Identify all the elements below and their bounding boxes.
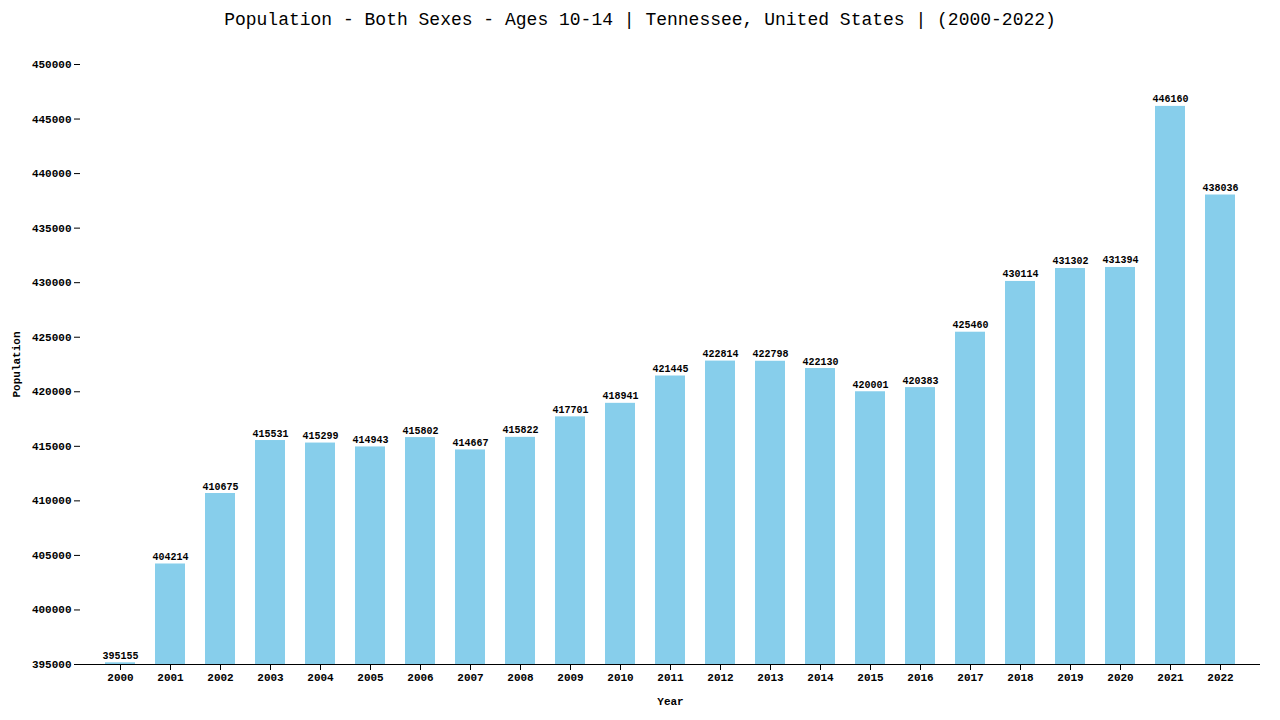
svg-text:414943: 414943 <box>352 435 388 446</box>
svg-text:Population: Population <box>11 331 23 397</box>
svg-text:2020: 2020 <box>1107 672 1133 684</box>
svg-text:418941: 418941 <box>602 391 638 402</box>
svg-text:2012: 2012 <box>707 672 733 684</box>
svg-text:Year: Year <box>657 696 683 708</box>
svg-text:2000: 2000 <box>107 672 133 684</box>
svg-text:435000: 435000 <box>32 223 72 235</box>
svg-text:431302: 431302 <box>1052 256 1088 267</box>
svg-text:2011: 2011 <box>657 672 684 684</box>
svg-text:420383: 420383 <box>902 376 938 387</box>
svg-text:2002: 2002 <box>207 672 233 684</box>
svg-text:405000: 405000 <box>32 550 72 562</box>
svg-text:2001: 2001 <box>157 672 184 684</box>
svg-text:422814: 422814 <box>702 349 738 360</box>
svg-text:425000: 425000 <box>32 332 72 344</box>
svg-text:2004: 2004 <box>307 672 334 684</box>
svg-text:410675: 410675 <box>202 482 238 493</box>
svg-text:450000: 450000 <box>32 59 72 71</box>
svg-text:422130: 422130 <box>802 357 838 368</box>
svg-text:2019: 2019 <box>1057 672 1083 684</box>
svg-text:2013: 2013 <box>757 672 784 684</box>
svg-text:415299: 415299 <box>302 431 338 442</box>
svg-text:438036: 438036 <box>1202 183 1238 194</box>
svg-text:415822: 415822 <box>502 425 538 436</box>
svg-text:2008: 2008 <box>507 672 534 684</box>
svg-text:2007: 2007 <box>457 672 483 684</box>
svg-text:400000: 400000 <box>32 604 72 616</box>
svg-text:2016: 2016 <box>907 672 933 684</box>
svg-text:445000: 445000 <box>32 114 72 126</box>
svg-text:2006: 2006 <box>407 672 433 684</box>
svg-text:2015: 2015 <box>857 672 884 684</box>
svg-text:430114: 430114 <box>1002 269 1038 280</box>
svg-text:422798: 422798 <box>752 349 788 360</box>
svg-text:440000: 440000 <box>32 168 72 180</box>
svg-text:417701: 417701 <box>552 405 588 416</box>
svg-text:415000: 415000 <box>32 441 72 453</box>
html-text:Population - Both Sexes - Ages: Population - Both Sexes - Ages 10-14 | T… <box>224 10 1056 30</box>
svg-text:415531: 415531 <box>252 429 288 440</box>
svg-text:2010: 2010 <box>607 672 633 684</box>
svg-text:395000: 395000 <box>32 659 72 671</box>
svg-text:446160: 446160 <box>1152 94 1188 105</box>
svg-text:421445: 421445 <box>652 364 688 375</box>
svg-text:2022: 2022 <box>1207 672 1233 684</box>
svg-text:420000: 420000 <box>32 386 72 398</box>
svg-text:395155: 395155 <box>102 651 138 662</box>
svg-text:410000: 410000 <box>32 495 72 507</box>
svg-text:2003: 2003 <box>257 672 284 684</box>
svg-text:2021: 2021 <box>1157 672 1184 684</box>
svg-text:2018: 2018 <box>1007 672 1034 684</box>
svg-text:404214: 404214 <box>152 552 188 563</box>
svg-text:425460: 425460 <box>952 320 988 331</box>
svg-text:2014: 2014 <box>807 672 834 684</box>
svg-text:2005: 2005 <box>357 672 384 684</box>
svg-text:431394: 431394 <box>1102 255 1138 266</box>
svg-text:2009: 2009 <box>557 672 583 684</box>
svg-text:2017: 2017 <box>957 672 983 684</box>
svg-text:415802: 415802 <box>402 426 438 437</box>
svg-text:430000: 430000 <box>32 277 72 289</box>
svg-text:420001: 420001 <box>852 380 888 391</box>
svg-text:414667: 414667 <box>452 438 488 449</box>
